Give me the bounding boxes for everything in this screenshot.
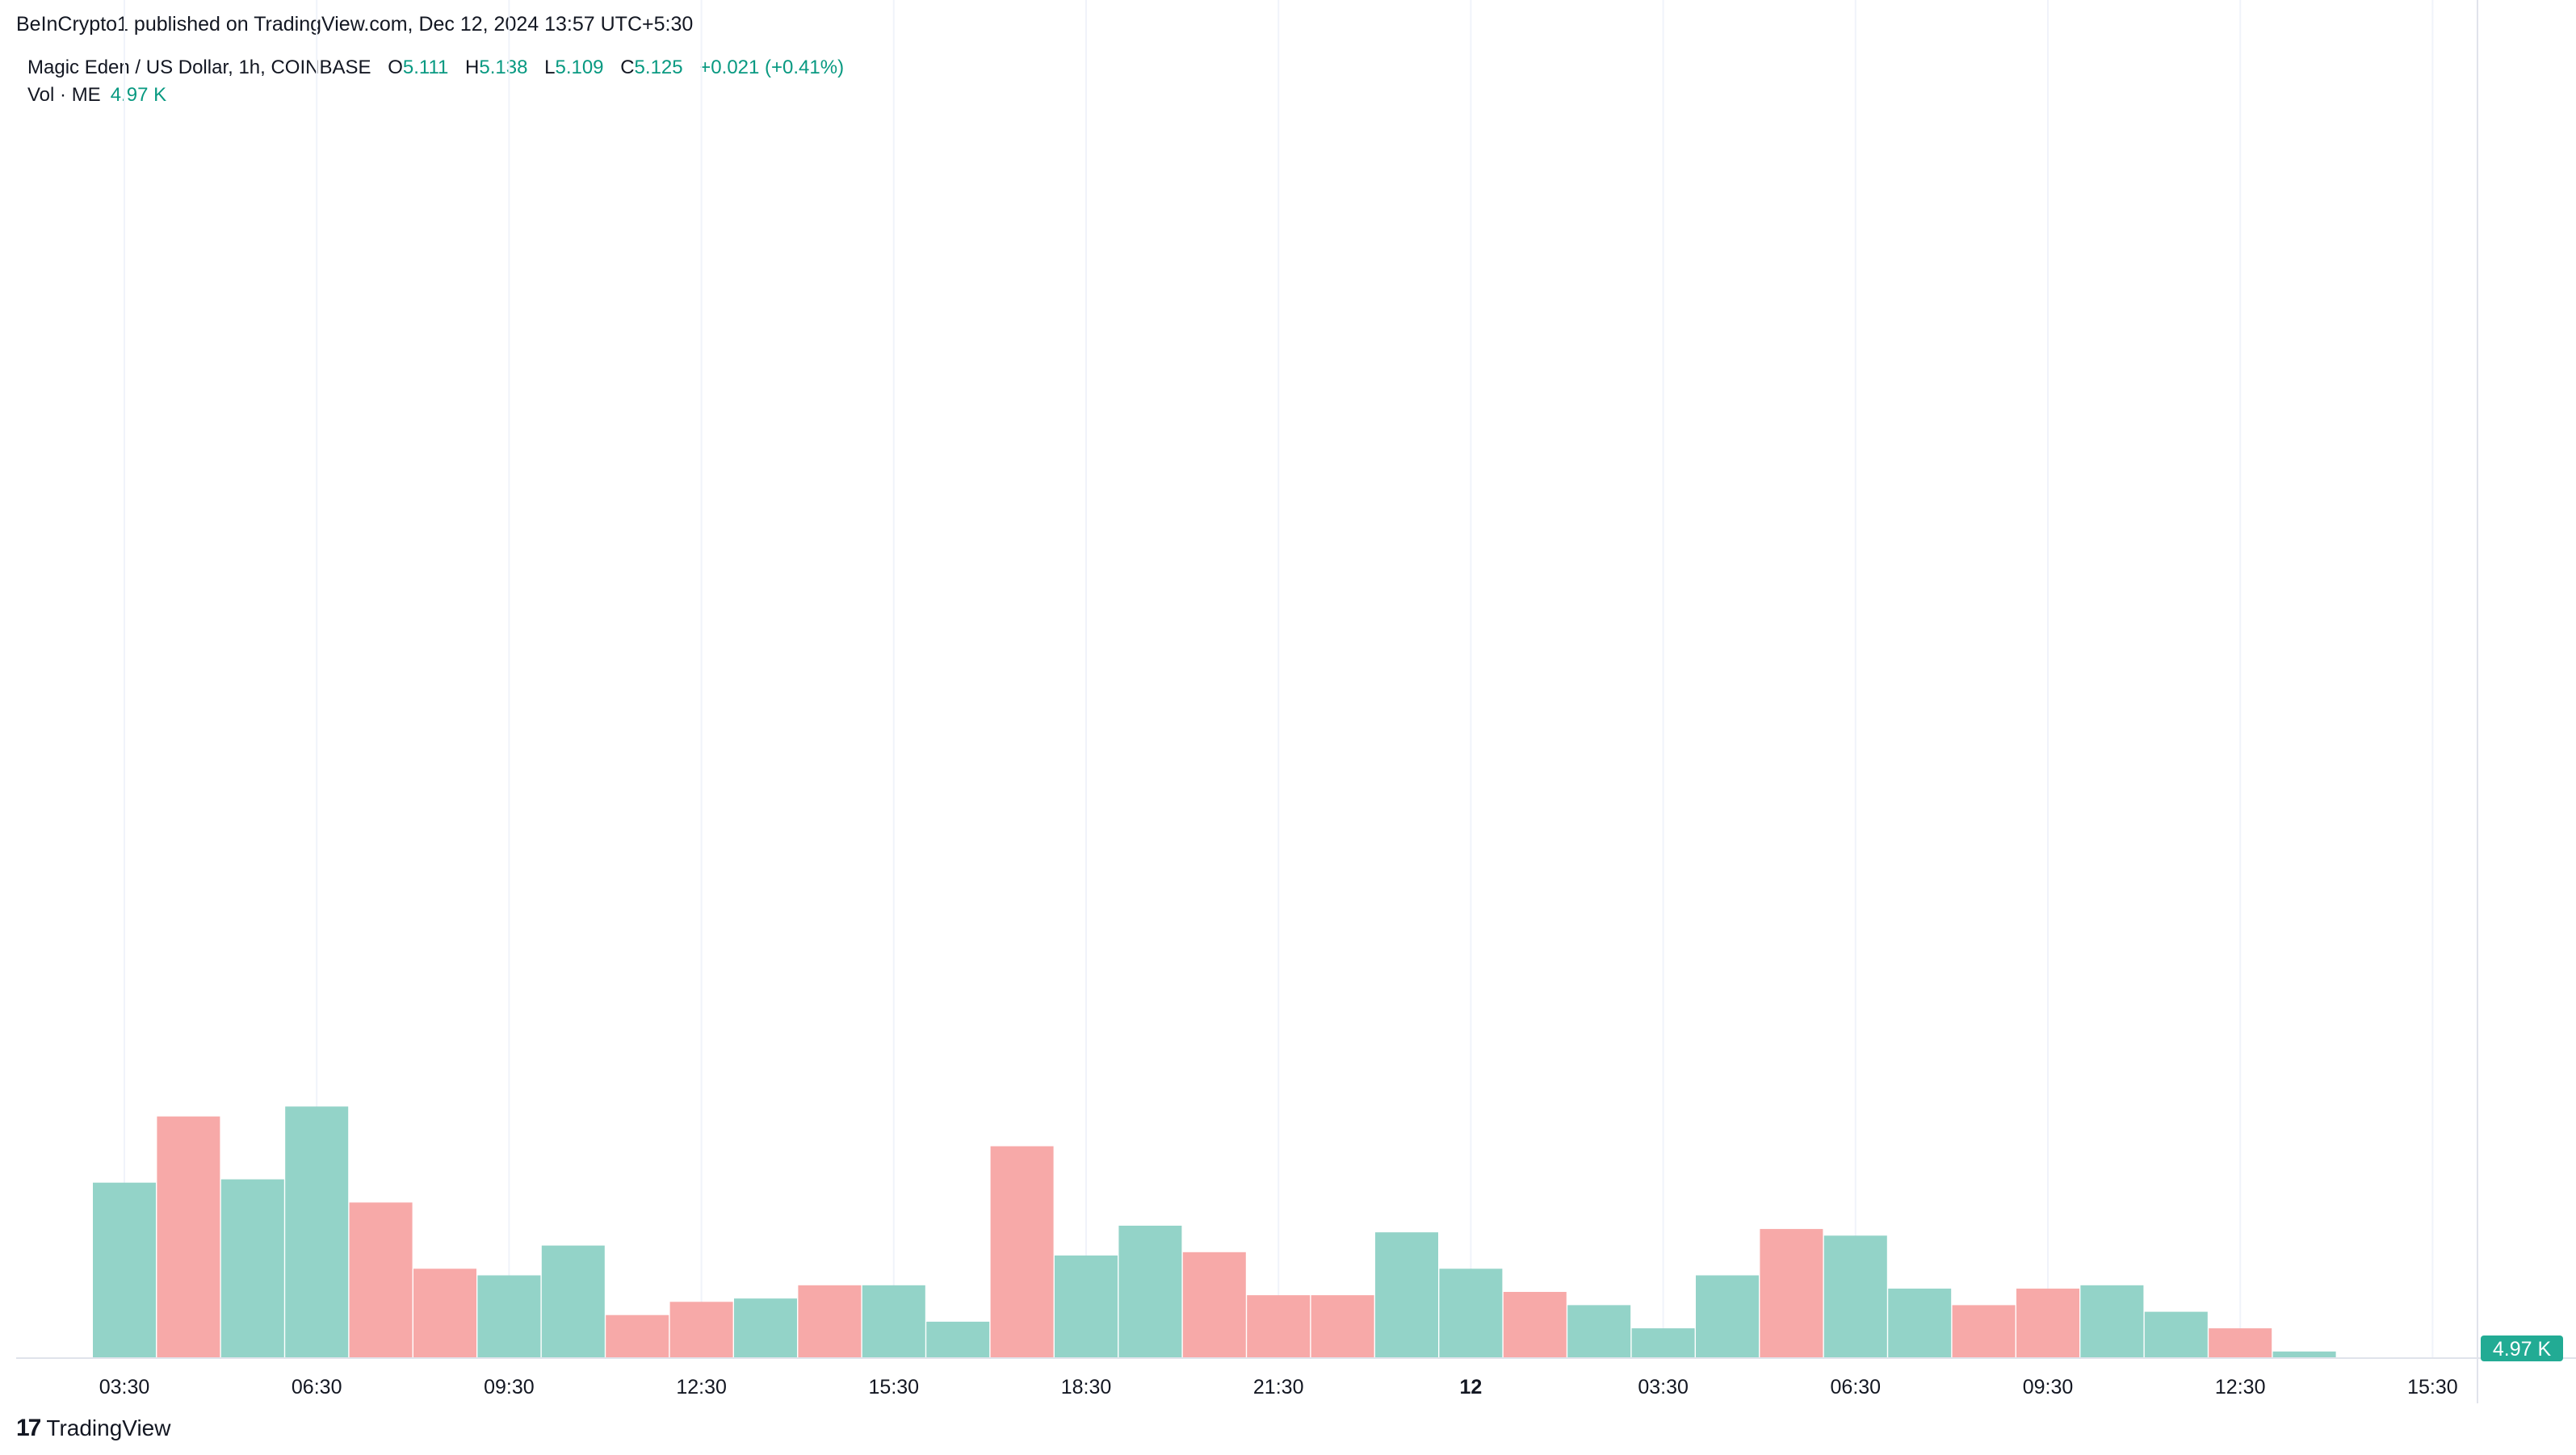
low-label: L [544, 57, 556, 78]
tradingview-brand-name: TradingView [46, 1415, 171, 1440]
volume-bar [926, 1321, 990, 1358]
symbol-title[interactable]: Magic Eden / US Dollar, 1h, COINBASE [27, 57, 371, 78]
time-axis: 03:30 06:30 09:30 12:30 15:30 18:30 21:30 12 03:… [99, 1376, 2458, 1398]
volume-bar [1696, 1275, 1759, 1358]
volume-bar [1118, 1226, 1182, 1358]
volume-bar [2080, 1285, 2144, 1358]
volume-bar [1823, 1235, 1887, 1358]
open-label: O [388, 57, 403, 78]
volume-bar [1182, 1252, 1246, 1358]
volume-bar [1760, 1229, 1823, 1358]
last-volume-tag: 4.97 K [2481, 1335, 2563, 1361]
volume-bar [2144, 1311, 2208, 1358]
last-volume-value: 4.97 K [2493, 1338, 2552, 1361]
time-tick-label: 03:30 [1638, 1376, 1689, 1398]
time-tick-label: 09:30 [2023, 1376, 2074, 1398]
volume-bar [2272, 1351, 2336, 1358]
volume-bar [862, 1285, 925, 1358]
volume-bar [1952, 1305, 2016, 1358]
volume-bar [349, 1202, 413, 1358]
volume-label[interactable]: Vol · ME [27, 84, 101, 106]
time-tick-label: 06:30 [1831, 1376, 1882, 1398]
time-tick-label: 15:30 [2407, 1376, 2458, 1398]
volume-legend: Vol · ME 4.97 K [27, 84, 166, 107]
symbol-legend: Magic Eden / US Dollar, 1h, COINBASE O5.… [27, 57, 844, 79]
time-tick-label: 21:30 [1253, 1376, 1304, 1398]
time-tick-label: 09:30 [484, 1376, 535, 1398]
volume-bar [1503, 1292, 1567, 1358]
close-label: C [620, 57, 635, 78]
volume-bar [157, 1116, 220, 1358]
volume-bar [1375, 1232, 1438, 1358]
volume-bar [2016, 1288, 2079, 1358]
volume-bar [220, 1179, 284, 1358]
high-label: H [465, 57, 480, 78]
grid-lines [124, 0, 2434, 1358]
volume-bar [606, 1315, 669, 1358]
tradingview-logo-icon: 17 [16, 1415, 41, 1441]
time-tick-label: 12:30 [2215, 1376, 2266, 1398]
last-volume-tag-bg [2481, 1335, 2563, 1361]
volume-bar [1631, 1328, 1695, 1358]
volume-bar [1247, 1295, 1311, 1358]
volume-bar [1439, 1268, 1503, 1358]
volume-bar [669, 1302, 733, 1358]
volume-bar [93, 1182, 156, 1358]
volume-bar [477, 1275, 541, 1358]
time-tick-label: 12:30 [676, 1376, 727, 1398]
volume-bar [413, 1268, 476, 1358]
open-value: 5.111 [402, 57, 449, 78]
time-tick-label: 18:30 [1061, 1376, 1112, 1398]
volume-bar [734, 1298, 797, 1358]
change-value: +0.021 (+0.41%) [699, 57, 845, 78]
volume-bar [798, 1285, 862, 1358]
volume-bar [990, 1146, 1054, 1358]
time-tick-label: 12 [1459, 1376, 1482, 1398]
volume-bar [285, 1106, 349, 1358]
volume-bar [1311, 1295, 1374, 1358]
time-tick-label: 06:30 [292, 1376, 342, 1398]
publisher-caption: BeInCrypto1 published on TradingView.com… [16, 13, 694, 36]
close-value: 5.125 [634, 57, 683, 78]
tradingview-logo[interactable]: 17 TradingView [16, 1415, 170, 1442]
high-value: 5.138 [479, 57, 528, 78]
time-tick-label: 15:30 [869, 1376, 920, 1398]
volume-value: 4.97 K [110, 84, 167, 106]
volume-bar [1055, 1255, 1118, 1358]
volume-bar [1567, 1305, 1631, 1358]
volume-bar [1888, 1288, 1952, 1358]
low-value: 5.109 [555, 57, 604, 78]
time-tick-label: 03:30 [99, 1376, 150, 1398]
volume-series [93, 1106, 2336, 1358]
volume-bar [541, 1245, 605, 1358]
volume-bar [2209, 1328, 2272, 1358]
